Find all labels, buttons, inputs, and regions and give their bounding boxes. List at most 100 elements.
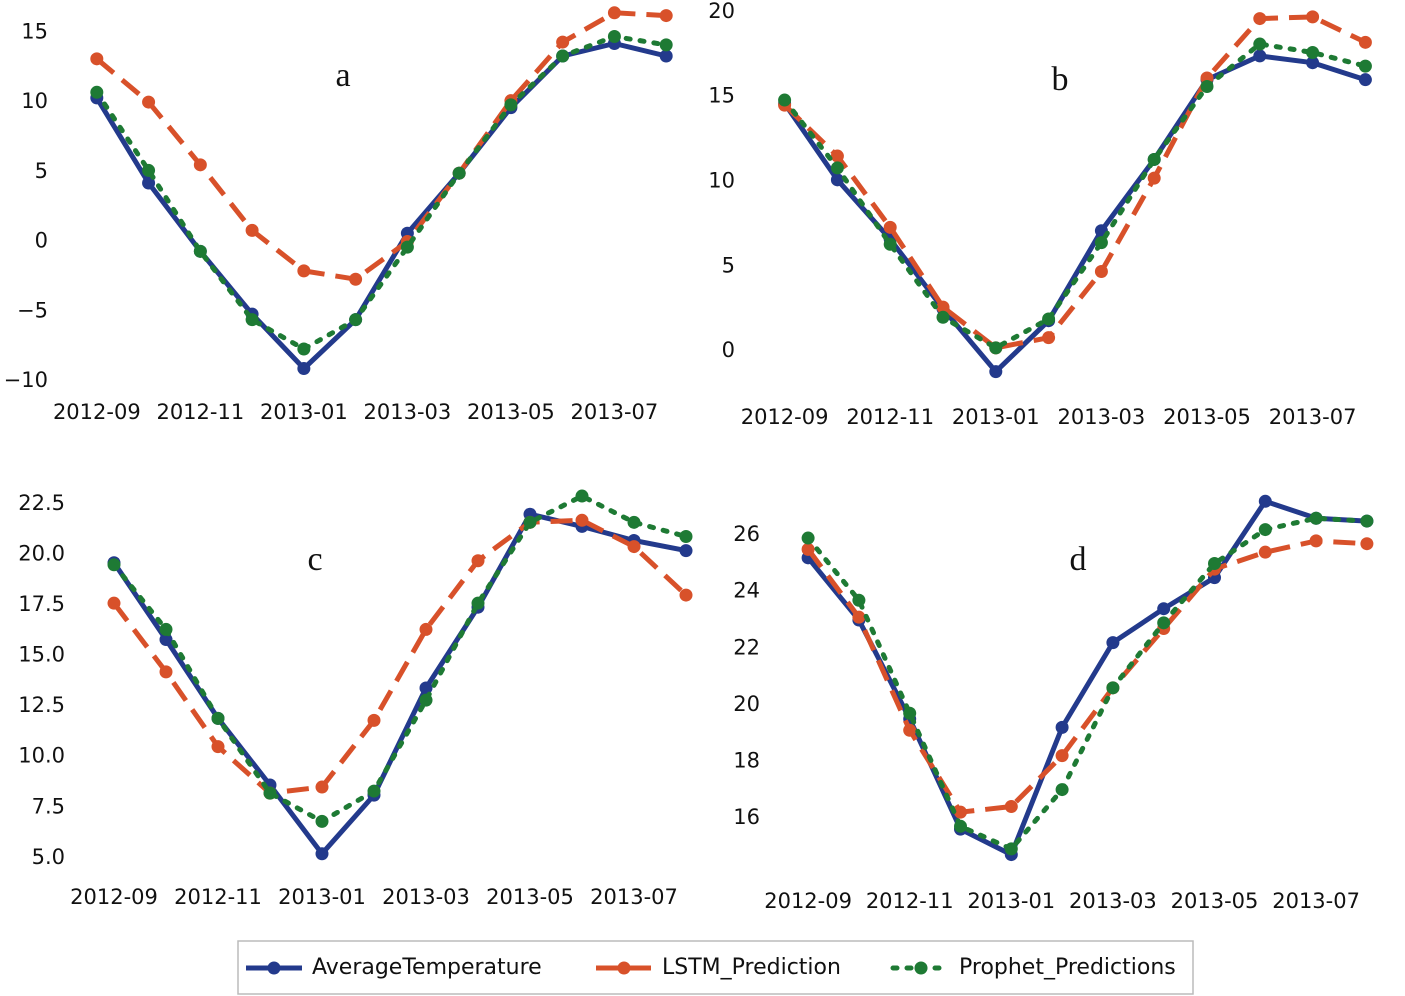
point: [1147, 152, 1161, 166]
point: [297, 264, 311, 278]
point: [1358, 35, 1372, 49]
point: [90, 52, 104, 66]
series-line: AverageTemperature: [806, 498, 1368, 858]
y-tick-label: −10: [4, 368, 48, 392]
x-tick-label: 2013-07: [1269, 405, 1357, 429]
point: [954, 805, 967, 819]
series-line: Prophet_Predictions: [782, 41, 1368, 351]
legend-marker: [267, 961, 281, 975]
y-tick-label: 18: [733, 748, 760, 772]
point: [1200, 79, 1214, 93]
point: [297, 342, 311, 356]
series-line: LSTM_Prediction: [806, 538, 1368, 815]
legend-label: LSTM_Prediction: [662, 955, 841, 980]
point: [1106, 681, 1120, 695]
point: [245, 223, 259, 237]
point: [419, 622, 433, 636]
legend-marker: [914, 961, 928, 975]
x-tick-label: 2013-03: [1058, 405, 1146, 429]
point: [1253, 37, 1267, 51]
point: [159, 633, 173, 647]
x-tick-label: 2013-07: [571, 400, 659, 424]
point: [1258, 545, 1272, 559]
point: [830, 173, 844, 187]
series-line: Prophet_Predictions: [94, 34, 669, 352]
point: [1258, 523, 1272, 537]
x-tick-label: 2013-05: [1163, 405, 1251, 429]
series-line: LSTM_Prediction: [782, 14, 1367, 351]
y-tick-label: 26: [733, 522, 760, 546]
point: [349, 313, 363, 327]
series-line: Prophet_Predictions: [111, 493, 689, 824]
point: [1358, 73, 1372, 87]
point: [936, 300, 950, 314]
point: [315, 847, 329, 861]
x-tick-label: 2013-01: [260, 400, 348, 424]
x-tick-label: 2013-01: [278, 885, 366, 909]
point: [107, 558, 121, 572]
point: [1094, 264, 1108, 278]
panel-label: a: [335, 57, 350, 94]
panel-label: b: [1052, 61, 1069, 98]
series-line: Prophet_Predictions: [805, 515, 1370, 852]
point: [452, 166, 466, 180]
point: [1055, 749, 1069, 763]
y-tick-label: 10: [708, 169, 735, 193]
point: [1157, 602, 1171, 616]
x-tick-label: 2012-09: [764, 889, 852, 913]
y-tick-label: 5: [35, 159, 48, 183]
y-tick-label: 17.5: [18, 592, 65, 616]
point: [1055, 783, 1069, 797]
x-tick-label: 2013-05: [486, 885, 574, 909]
point: [193, 158, 207, 172]
point: [1106, 636, 1120, 650]
point: [263, 786, 277, 800]
point: [852, 593, 866, 607]
y-tick-label: 5: [722, 253, 735, 277]
point: [903, 706, 917, 720]
y-tick-label: 15.0: [18, 643, 65, 667]
y-tick-label: 16: [733, 805, 760, 829]
x-tick-label: 2013-03: [1069, 889, 1157, 913]
series-line: AverageTemperature: [94, 41, 667, 371]
y-tick-label: 10: [21, 89, 48, 113]
point: [627, 515, 641, 529]
point: [954, 819, 967, 833]
point: [627, 540, 641, 554]
point: [315, 814, 329, 828]
point: [419, 681, 433, 695]
panel-label: c: [307, 541, 322, 578]
point: [211, 740, 225, 754]
point: [1306, 46, 1320, 60]
y-tick-label: 20: [733, 692, 760, 716]
y-tick-label: −5: [17, 298, 48, 322]
x-tick-label: 2013-07: [1272, 889, 1360, 913]
point: [367, 784, 381, 798]
x-tick-label: 2012-11: [846, 405, 934, 429]
point: [1004, 842, 1018, 856]
y-tick-label: 15: [21, 19, 48, 43]
point: [1055, 720, 1069, 734]
point: [159, 622, 173, 636]
point: [159, 665, 173, 679]
point: [471, 554, 485, 568]
legend-box: [237, 940, 1194, 995]
point: [315, 780, 329, 794]
x-tick-label: 2013-01: [952, 405, 1040, 429]
panel-label: d: [1070, 541, 1087, 578]
point: [523, 515, 537, 529]
point: [142, 176, 156, 190]
point: [349, 272, 363, 286]
series-line: LSTM_Prediction: [95, 10, 667, 282]
y-tick-label: 0: [35, 229, 48, 253]
y-tick-label: 15: [708, 84, 735, 108]
point: [1004, 800, 1018, 814]
point: [504, 98, 518, 112]
y-tick-label: 22: [733, 635, 760, 659]
point: [297, 361, 311, 375]
point: [575, 489, 589, 503]
point: [245, 313, 259, 327]
point: [1253, 12, 1267, 26]
x-tick-label: 2013-05: [1171, 889, 1259, 913]
